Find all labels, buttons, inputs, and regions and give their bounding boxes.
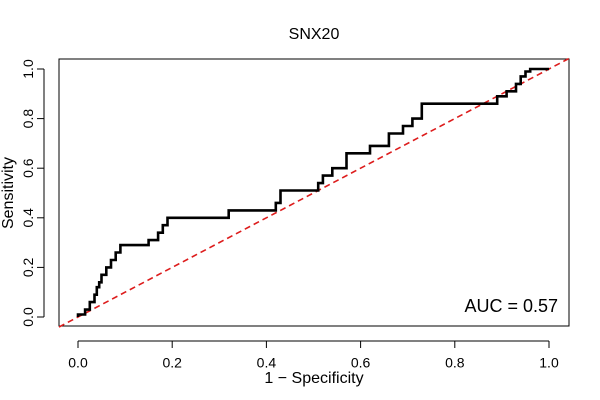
auc-annotation: AUC = 0.57 xyxy=(464,296,558,316)
series-layer xyxy=(58,57,570,328)
y-tick-label: 0.6 xyxy=(20,158,36,178)
chart-title: SNX20 xyxy=(289,26,340,43)
x-tick-label: 0.4 xyxy=(257,354,277,370)
plot-frame xyxy=(58,58,570,327)
y-axis-ticks: 0.0 0.2 0.4 0.6 0.8 1.0 xyxy=(20,59,44,327)
x-axis-ticks: 0.0 0.2 0.4 0.6 0.8 1.0 xyxy=(68,341,559,370)
y-tick-label: 0.0 xyxy=(20,307,36,327)
y-tick-label: 0.2 xyxy=(20,257,36,277)
x-tick-label: 0.8 xyxy=(445,354,465,370)
y-axis-label: Sensitivity xyxy=(0,157,17,229)
x-tick-label: 0.6 xyxy=(351,354,371,370)
roc-curve-line xyxy=(76,67,549,317)
x-tick-label: 1.0 xyxy=(539,354,559,370)
y-tick-label: 1.0 xyxy=(20,59,36,79)
x-axis-label: 1 − Specificity xyxy=(264,370,363,387)
y-tick-label: 0.4 xyxy=(20,208,36,228)
y-tick-label: 0.8 xyxy=(20,109,36,129)
x-tick-label: 0.2 xyxy=(162,354,182,370)
x-tick-label: 0.0 xyxy=(68,354,88,370)
